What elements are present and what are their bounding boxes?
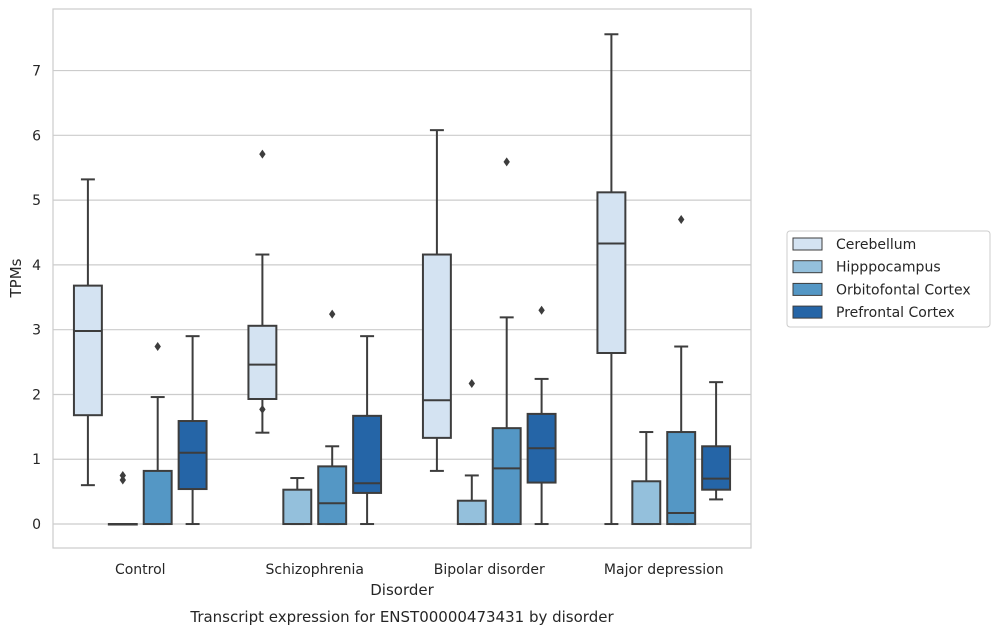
- box: [491, 427, 522, 526]
- legend-frame: [786, 230, 991, 328]
- box-group: [421, 129, 452, 472]
- box-group: [701, 381, 732, 501]
- box: [142, 469, 173, 526]
- box: [247, 324, 278, 400]
- chart-caption: Transcript expression for ENST0000047343…: [189, 608, 614, 626]
- outlier: [154, 342, 161, 352]
- legend-swatch: [792, 237, 823, 251]
- y-axis-label: TPMs: [7, 258, 25, 298]
- y-tick-label: 3: [32, 323, 41, 339]
- legend-swatch: [792, 305, 823, 319]
- box-group: [142, 342, 173, 526]
- legend-items: Cerebellum Hipppocampus Orbitofontal Corte…: [792, 237, 971, 321]
- y-tick-label: 2: [32, 387, 41, 403]
- box: [72, 284, 103, 417]
- box: [666, 431, 697, 526]
- x-tick-label: Schizophrenia: [266, 562, 364, 578]
- legend-label: Prefrontal Cortex: [836, 305, 955, 321]
- box-group: [491, 157, 522, 526]
- x-axis-label: Disorder: [370, 581, 434, 599]
- box: [596, 191, 627, 355]
- box-group: [282, 477, 313, 526]
- box-group: [666, 215, 697, 526]
- box: [177, 420, 208, 491]
- outlier: [259, 404, 266, 414]
- box: [421, 253, 452, 439]
- box: [282, 488, 313, 526]
- boxes: [72, 33, 732, 526]
- box-group: [247, 149, 278, 434]
- legend-label: Hipppocampus: [836, 260, 941, 276]
- x-tick-label: Bipolar disorder: [434, 562, 545, 578]
- grid-lines: [53, 69, 751, 525]
- legend-label: Cerebellum: [836, 237, 916, 253]
- legend-swatch: [792, 282, 823, 296]
- x-tick-label: Control: [115, 562, 166, 578]
- x-tick-label: Major depression: [604, 562, 724, 578]
- outlier: [468, 378, 475, 388]
- y-tick-label: 6: [32, 128, 41, 144]
- plot-area-frame: [52, 8, 752, 549]
- legend: Cerebellum Hipppocampus Orbitofontal Corte…: [786, 230, 991, 328]
- x-tick-labels: Control Schizophrenia Bipolar disorder Majo…: [115, 562, 724, 578]
- y-tick-label: 0: [32, 517, 41, 533]
- y-tick-label: 5: [32, 193, 41, 209]
- outlier: [678, 215, 685, 225]
- outlier: [538, 305, 545, 315]
- box-group: [352, 335, 383, 526]
- box: [456, 499, 487, 526]
- box: [631, 480, 662, 526]
- outlier: [259, 149, 266, 159]
- y-tick-label: 4: [32, 258, 41, 274]
- y-tick-label: 7: [32, 64, 41, 80]
- box-group: [456, 378, 487, 526]
- outlier: [329, 309, 336, 319]
- box-group: [596, 33, 627, 526]
- box: [701, 445, 732, 491]
- box-group: [72, 178, 103, 487]
- y-tick-label: 1: [32, 452, 41, 468]
- box-group: [317, 309, 348, 526]
- box-group: [107, 470, 138, 526]
- box-group: [177, 335, 208, 526]
- legend-label: Orbitofontal Cortex: [836, 282, 971, 298]
- box: [352, 414, 383, 494]
- outlier: [119, 470, 126, 480]
- legend-swatch: [792, 260, 823, 274]
- outlier: [503, 157, 510, 167]
- box: [317, 465, 348, 526]
- box-group: [631, 431, 662, 526]
- y-tick-labels: 0 1 2 3 4 5 6 7: [32, 64, 41, 533]
- box-group: [526, 305, 557, 526]
- outlier: [119, 475, 126, 485]
